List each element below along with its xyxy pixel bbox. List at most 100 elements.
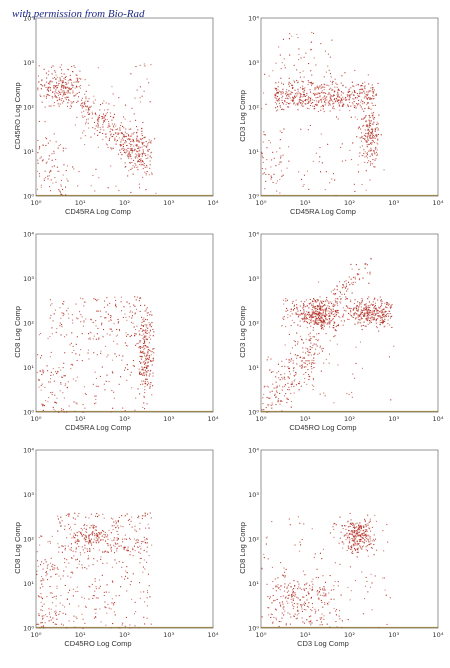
event-dot <box>298 389 300 391</box>
event-dot <box>136 136 138 138</box>
event-dot <box>142 367 144 369</box>
event-dot <box>103 100 105 102</box>
event-dot <box>144 623 146 625</box>
event-dot <box>364 151 366 153</box>
event-dot <box>367 320 369 322</box>
event-dot <box>320 302 322 304</box>
event-dot <box>50 374 52 376</box>
event-dot <box>297 597 299 599</box>
event-dot <box>59 390 61 392</box>
event-dot <box>88 107 90 109</box>
event-dot <box>107 603 109 605</box>
event-dot <box>88 585 90 587</box>
event-dot <box>61 545 63 547</box>
event-dot <box>282 603 284 605</box>
event-dot <box>376 134 378 136</box>
permission-credit: with permission from Bio-Rad <box>12 8 145 20</box>
event-dot <box>112 129 114 131</box>
event-dot <box>305 587 307 589</box>
event-dot <box>106 562 108 564</box>
event-dot <box>351 550 353 552</box>
event-dot <box>106 333 108 335</box>
event-dot <box>341 101 343 103</box>
event-dot <box>50 179 52 181</box>
event-dot <box>49 80 51 82</box>
event-dot <box>319 85 321 87</box>
event-dot <box>364 585 366 587</box>
event-dot <box>347 95 349 97</box>
event-dot <box>77 185 79 187</box>
event-dot <box>364 92 366 94</box>
event-dot <box>136 126 138 128</box>
event-dot <box>95 395 97 397</box>
event-dot <box>146 366 148 368</box>
event-dot <box>290 598 292 600</box>
event-dot <box>53 313 55 315</box>
event-dot <box>349 309 351 311</box>
event-dot <box>297 610 299 612</box>
event-dot <box>148 382 150 384</box>
event-dot <box>313 100 315 102</box>
event-dot <box>84 115 86 117</box>
event-dot <box>372 301 374 303</box>
event-dot <box>328 601 330 603</box>
event-dot <box>385 315 387 317</box>
event-dot <box>76 376 78 378</box>
event-dot <box>282 103 284 105</box>
event-dot <box>369 273 371 275</box>
event-dot <box>134 550 136 552</box>
event-dot <box>127 147 129 149</box>
event-dot <box>303 56 305 58</box>
event-dot <box>49 381 51 383</box>
event-dot <box>92 321 94 323</box>
event-dot <box>303 312 305 314</box>
event-dot <box>139 310 141 312</box>
event-dot <box>85 105 87 107</box>
event-dot <box>369 543 371 545</box>
event-dot <box>342 528 344 530</box>
event-dot <box>104 534 106 536</box>
event-dot <box>305 316 307 318</box>
event-dot <box>61 85 63 87</box>
event-dot <box>85 516 87 518</box>
event-dot <box>356 543 358 545</box>
event-dot <box>353 545 355 547</box>
event-dot <box>334 310 336 312</box>
event-dot <box>359 544 361 546</box>
event-dot <box>360 106 362 108</box>
event-dot <box>49 613 51 615</box>
event-dot <box>299 87 301 89</box>
event-dot <box>132 549 134 551</box>
event-dot <box>101 574 103 576</box>
event-dot <box>359 303 361 305</box>
event-dot <box>303 305 305 307</box>
event-dot <box>285 103 287 105</box>
event-dot <box>319 318 321 320</box>
event-dot <box>321 316 323 318</box>
event-dot <box>313 320 315 322</box>
event-dot <box>297 82 299 84</box>
event-dot <box>366 319 368 321</box>
event-dot <box>289 582 291 584</box>
event-dot <box>331 89 333 91</box>
event-dot <box>70 101 72 103</box>
event-dot <box>354 535 356 537</box>
event-dot <box>123 548 125 550</box>
event-dot <box>326 322 328 324</box>
event-dot <box>45 561 47 563</box>
event-dot <box>361 546 363 548</box>
event-dot <box>264 188 266 190</box>
event-dot <box>120 132 122 134</box>
event-dot <box>88 535 90 537</box>
event-dot <box>132 140 134 142</box>
event-dot <box>284 379 286 381</box>
event-dot <box>379 322 381 324</box>
event-dot <box>303 622 305 624</box>
event-dot <box>84 93 86 95</box>
event-dot <box>94 113 96 115</box>
event-dot <box>120 158 122 160</box>
event-dot <box>281 360 283 362</box>
event-dot <box>45 95 47 97</box>
event-dot <box>61 551 63 553</box>
event-dot <box>377 310 379 312</box>
